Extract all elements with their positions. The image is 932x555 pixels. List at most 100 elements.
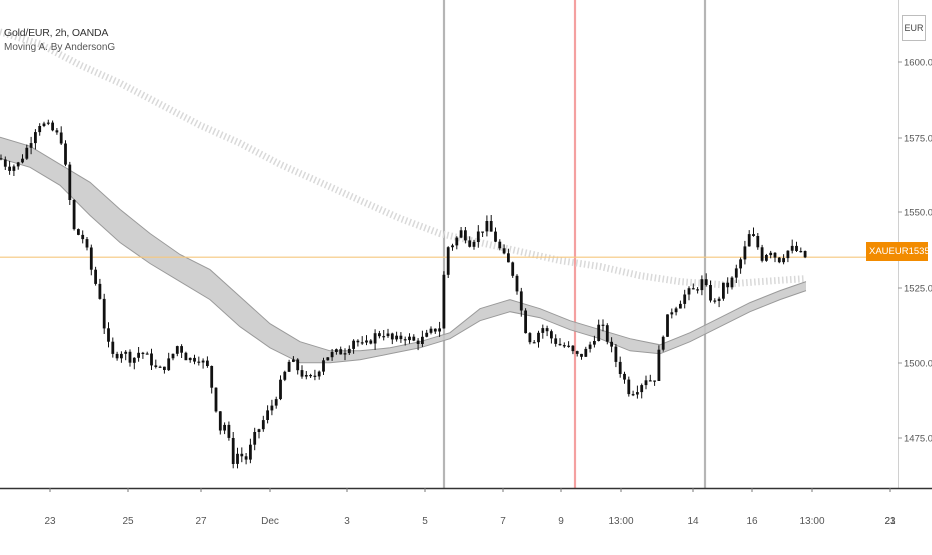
candle-body-10 — [42, 123, 46, 126]
candle-body-139 — [597, 324, 601, 341]
candle-body-63 — [270, 405, 274, 411]
candle-body-162 — [696, 289, 699, 291]
candle-body-92 — [395, 335, 398, 340]
y-tick-label: 1500.000 — [904, 359, 932, 370]
candle-body-45 — [193, 357, 196, 362]
candle-body-116 — [498, 241, 502, 249]
candle-body-183 — [786, 250, 790, 259]
candle-body-64 — [274, 399, 278, 406]
candle-body-95 — [408, 336, 411, 341]
candle-body-81 — [347, 348, 351, 354]
price-tag-symbol: XAUEUR — [869, 246, 909, 257]
candle-body-132 — [567, 345, 570, 347]
candle-body-58 — [249, 444, 252, 460]
x-tick-label: 13:00 — [608, 516, 633, 527]
candle-body-57 — [244, 456, 248, 460]
y-tick-label: 1575.000 — [904, 134, 932, 145]
candle-body-60 — [257, 429, 261, 432]
candle-body-114 — [489, 221, 493, 232]
candle-body-105 — [451, 245, 454, 248]
candle-body-106 — [455, 237, 459, 246]
candle-body-181 — [777, 257, 781, 263]
candle-body-26 — [111, 341, 115, 354]
y-tick-label: 1600.000 — [904, 58, 932, 69]
candle-body-48 — [206, 360, 209, 366]
candle-body-56 — [240, 453, 244, 457]
candle-body-72 — [309, 375, 312, 377]
candle-body-137 — [588, 344, 592, 349]
candle-body-13 — [55, 130, 59, 133]
candle-body-20 — [85, 239, 89, 248]
candle-body-159 — [683, 294, 687, 304]
candle-body-90 — [386, 333, 390, 337]
x-tick-label: 9 — [558, 516, 564, 527]
candle-body-154 — [661, 336, 665, 350]
candle-body-24 — [102, 298, 106, 329]
candle-body-178 — [765, 255, 768, 261]
candle-body-29 — [124, 351, 128, 354]
candle-body-70 — [300, 370, 304, 377]
candle-body-172 — [739, 259, 742, 269]
candle-body-88 — [378, 333, 381, 337]
candle-body-74 — [317, 371, 321, 377]
candle-body-138 — [593, 341, 596, 345]
candle-body-173 — [743, 246, 747, 260]
candle-body-177 — [760, 247, 764, 261]
candle-body-39 — [167, 358, 171, 371]
candle-body-8 — [34, 132, 37, 144]
candle-body-153 — [657, 349, 661, 381]
candle-body-104 — [446, 247, 450, 275]
candle-body-122 — [524, 310, 527, 334]
candle-body-61 — [261, 420, 265, 430]
candle-body-182 — [782, 258, 785, 263]
candle-body-148 — [636, 392, 639, 395]
ma-ribbon-upper — [0, 136, 807, 352]
candle-body-107 — [459, 230, 463, 238]
candle-body-27 — [115, 353, 119, 359]
candle-body-23 — [98, 283, 102, 299]
candle-body-170 — [730, 277, 734, 288]
candle-body-36 — [154, 365, 158, 367]
candle-body-0 — [0, 158, 3, 160]
candle-body-59 — [253, 432, 257, 445]
candle-body-112 — [481, 231, 484, 233]
candle-body-146 — [627, 379, 631, 395]
candle-body-161 — [691, 288, 695, 290]
candle-body-160 — [687, 288, 691, 295]
candle-body-11 — [46, 122, 50, 124]
ma-ribbon-lower — [0, 157, 807, 364]
candle-body-30 — [128, 351, 132, 363]
candle-body-33 — [141, 352, 145, 354]
candle-body-25 — [107, 328, 110, 342]
candle-body-187 — [803, 251, 807, 258]
candle-body-6 — [25, 147, 29, 159]
candle-body-32 — [137, 352, 140, 358]
candle-body-179 — [769, 252, 773, 256]
candle-body-165 — [709, 285, 712, 301]
candle-body-37 — [158, 366, 162, 368]
currency-button[interactable]: EUR — [902, 15, 926, 41]
candle-body-85 — [365, 340, 368, 343]
indicator-title: Moving A. By AndersonG — [4, 42, 116, 54]
candle-body-69 — [296, 359, 300, 371]
candle-body-38 — [163, 366, 166, 370]
candle-body-109 — [468, 240, 472, 247]
candle-body-180 — [773, 252, 777, 258]
candle-body-100 — [429, 328, 433, 333]
x-tick-label: 16 — [746, 516, 758, 527]
candle-body-115 — [494, 231, 497, 242]
candle-body-55 — [236, 453, 239, 464]
candle-body-169 — [726, 282, 730, 288]
candle-body-124 — [532, 342, 536, 344]
candle-body-108 — [464, 230, 467, 241]
candle-body-127 — [545, 328, 549, 332]
candle-body-17 — [72, 200, 76, 230]
candle-body-151 — [648, 380, 652, 382]
candle-body-84 — [360, 342, 364, 344]
candle-body-42 — [180, 346, 183, 353]
candle-body-149 — [640, 385, 644, 393]
chart-legend: Gold/EUR, 2h, OANDA Moving A. By Anderso… — [4, 26, 115, 56]
candle-body-18 — [77, 229, 80, 235]
